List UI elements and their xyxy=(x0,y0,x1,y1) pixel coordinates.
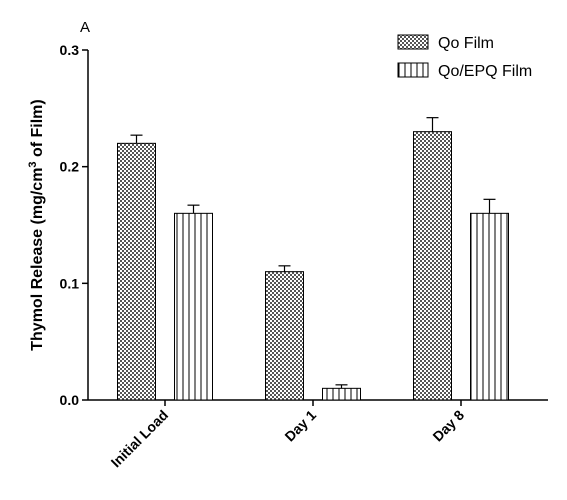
legend: Qo Film Qo/EPQ Film xyxy=(397,34,532,80)
legend-label: Qo/EPQ Film xyxy=(438,63,532,80)
y-axis-title-text: Thymol Release (mg/cm xyxy=(29,168,46,351)
x-tick-label: Day 8 xyxy=(429,407,467,445)
bar xyxy=(470,212,509,401)
bar xyxy=(322,387,361,401)
x-tick-label: Day 1 xyxy=(281,407,319,445)
x-tick-label: Initial Load xyxy=(108,407,172,471)
y-tick-label: 0.1 xyxy=(60,275,80,291)
legend-label: Qo Film xyxy=(438,35,494,52)
panel-label: A xyxy=(80,19,90,36)
legend-swatch xyxy=(397,62,429,78)
bar xyxy=(413,131,452,401)
y-axis-title-superscript: 3 xyxy=(27,161,39,167)
y-tick-label: 0.2 xyxy=(60,159,80,175)
legend-swatch xyxy=(397,34,429,50)
y-tick-label: 0.3 xyxy=(60,42,80,58)
plot-area: 0.0 0.1 0.2 0.3 Initial Load Day 1 Day 8 xyxy=(60,42,548,470)
y-axis-title-suffix: of Film) xyxy=(29,99,46,161)
bar xyxy=(265,271,304,401)
y-axis-title: Thymol Release (mg/cm3 of Film) xyxy=(27,99,46,351)
bar xyxy=(117,142,156,401)
y-tick-label: 0.0 xyxy=(60,392,80,408)
bar xyxy=(174,212,213,401)
